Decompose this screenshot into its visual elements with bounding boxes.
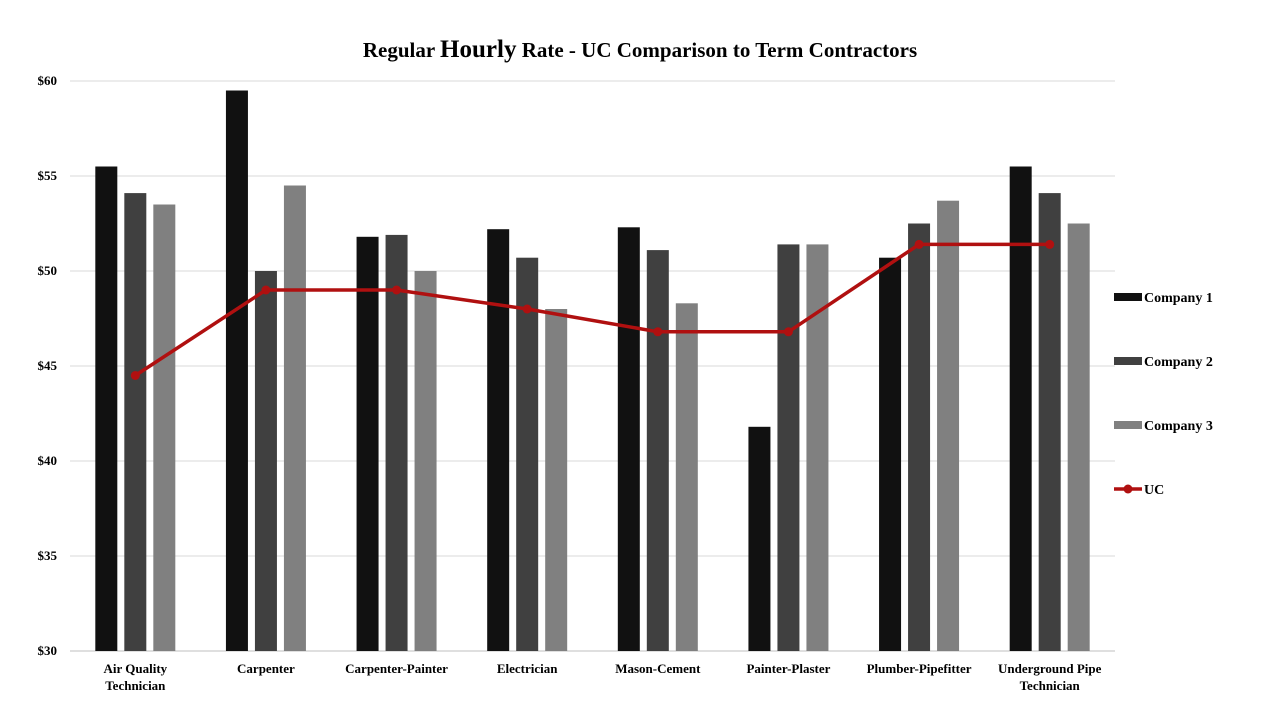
title-part-1: Regular: [362, 38, 441, 62]
bar-company-3: [806, 244, 829, 651]
bar-company-2: [908, 223, 931, 651]
legend-label: UC: [1144, 483, 1164, 498]
bar-company-2: [777, 244, 800, 651]
bars: [95, 90, 1090, 652]
y-axis: $30 $35 $40 $45 $50 $55 $60: [38, 73, 58, 658]
bar-company-2: [385, 234, 408, 651]
bar-company-1: [225, 90, 248, 651]
uc-point: [522, 304, 532, 314]
bar-company-1: [356, 236, 379, 652]
uc-point: [783, 327, 793, 337]
uc-point: [130, 371, 140, 380]
uc-point: [392, 285, 402, 295]
y-tick-label: $50: [38, 263, 58, 278]
bar-company-3: [545, 309, 568, 651]
bar-company-1: [617, 227, 640, 652]
x-category-label: Technician: [105, 678, 166, 693]
x-category-label: Technician: [1020, 678, 1081, 693]
bar-company-3: [153, 204, 176, 651]
uc-series-line: [134, 242, 1050, 377]
y-tick-label: $35: [38, 548, 58, 563]
bar-company-3: [675, 303, 698, 651]
y-tick-label: $45: [38, 358, 58, 373]
x-category-label: Underground Pipe: [998, 661, 1102, 676]
legend-swatch: [1114, 421, 1142, 429]
y-tick-label: $60: [38, 73, 58, 88]
y-tick-label: $55: [38, 168, 58, 183]
uc-point: [653, 327, 663, 337]
bar-company-2: [254, 271, 277, 651]
y-tick-label: $30: [38, 643, 58, 658]
bar-company-3: [283, 185, 306, 651]
uc-point: [914, 239, 924, 249]
x-category-label: Mason-Cement: [615, 661, 701, 676]
bar-company-1: [1009, 166, 1032, 651]
legend-label: Company 2: [1144, 355, 1213, 370]
bar-company-1: [748, 426, 771, 651]
x-axis: Air Quality Technician Carpenter Carpenter-…: [103, 661, 1101, 693]
bar-company-3: [1067, 223, 1090, 651]
x-category-label: Plumber-Pipefitter: [867, 661, 972, 676]
bar-company-3: [937, 200, 960, 651]
uc-point: [1045, 239, 1055, 249]
uc-line: [130, 239, 1055, 380]
bar-company-1: [487, 229, 510, 651]
bar-company-1: [879, 257, 902, 651]
y-tick-label: $40: [38, 453, 58, 468]
bar-company-2: [1038, 193, 1061, 651]
bar-company-1: [95, 166, 118, 651]
x-category-label: Carpenter-Painter: [345, 661, 448, 676]
legend-swatch: [1114, 293, 1142, 301]
title-part-2: Hourly: [440, 36, 517, 63]
x-category-label: Painter-Plaster: [746, 661, 830, 676]
x-category-label: Carpenter: [237, 661, 295, 676]
legend-label: Company 3: [1144, 419, 1213, 434]
bar-company-2: [646, 250, 669, 651]
uc-point: [261, 285, 271, 295]
legend-marker: [1123, 484, 1133, 494]
chart-title: Regular Hourly Rate - UC Comparison to T…: [0, 36, 1280, 64]
legend-label: Company 1: [1144, 291, 1213, 306]
x-category-label: Air Quality: [103, 661, 167, 676]
x-category-label: Electrician: [497, 661, 558, 676]
bar-company-2: [516, 257, 539, 651]
bar-company-3: [414, 271, 437, 651]
bar-company-2: [124, 193, 147, 651]
title-part-3: Rate - UC Comparison to Term Contractors: [516, 38, 918, 62]
legend: Company 1 Company 2 Company 3 UC: [1114, 291, 1213, 498]
legend-swatch: [1114, 357, 1142, 365]
